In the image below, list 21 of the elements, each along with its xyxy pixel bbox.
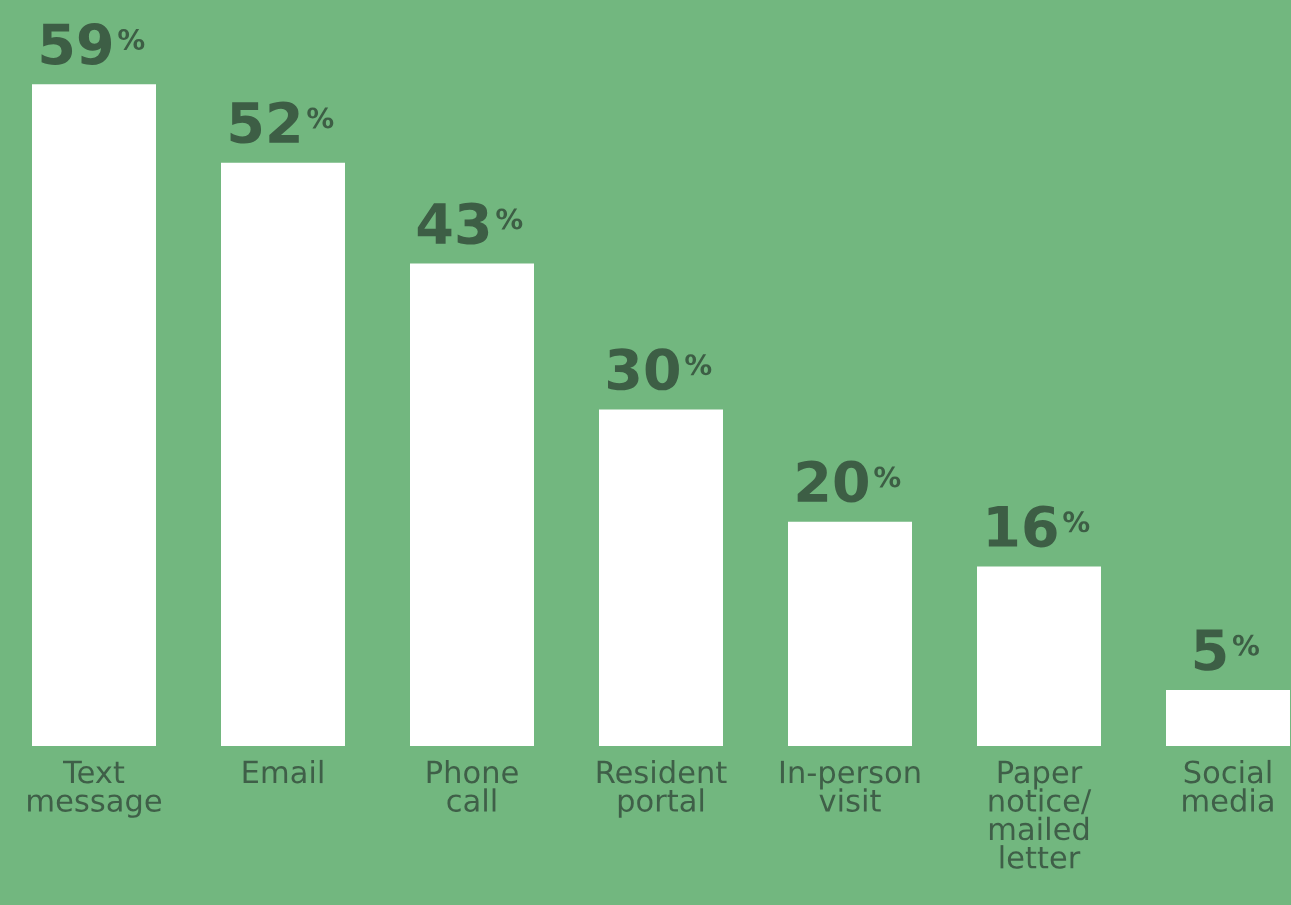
data-label: 59%	[41, 23, 145, 66]
x-tick-label: Social media	[1183, 759, 1273, 812]
bar	[977, 566, 1101, 746]
data-label: 52%	[230, 101, 334, 144]
data-label: 16%	[988, 505, 1090, 548]
x-tick-label: Resident portal	[597, 759, 727, 818]
x-tick-label: In-person visit	[780, 760, 920, 812]
data-label: 30%	[608, 348, 712, 391]
bar	[32, 84, 156, 746]
bar	[788, 521, 912, 746]
bar	[410, 263, 534, 746]
data-label: 43%	[417, 202, 523, 245]
x-tick-label: Paper notice/ mailed letter	[989, 760, 1092, 869]
x-tick-label: Text message	[28, 760, 162, 818]
data-label: 5%	[1194, 629, 1259, 671]
bar	[1166, 689, 1290, 746]
x-tick-label: Email	[243, 759, 323, 784]
data-label: 20%	[797, 460, 901, 503]
bar	[599, 409, 723, 746]
x-tick-label: Phone call	[427, 759, 518, 812]
bar	[221, 162, 345, 746]
